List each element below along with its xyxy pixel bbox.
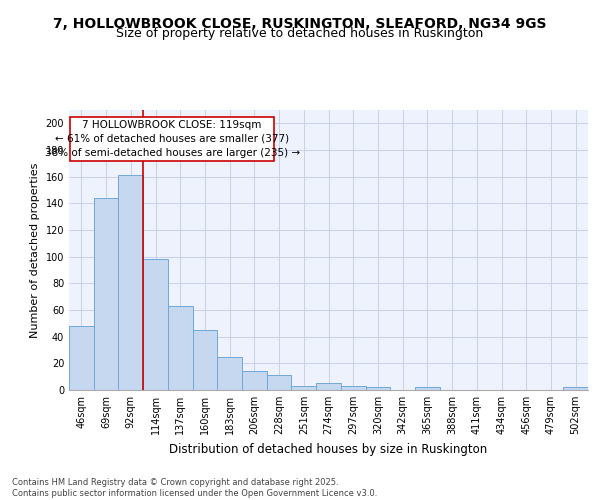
Bar bbox=[415, 388, 440, 390]
X-axis label: Distribution of detached houses by size in Ruskington: Distribution of detached houses by size … bbox=[169, 442, 488, 456]
Bar bbox=[341, 386, 365, 390]
Bar bbox=[94, 198, 118, 390]
Bar bbox=[217, 356, 242, 390]
Y-axis label: Number of detached properties: Number of detached properties bbox=[30, 162, 40, 338]
Bar bbox=[292, 386, 316, 390]
Bar bbox=[193, 330, 217, 390]
Text: 7 HOLLOWBROOK CLOSE: 119sqm
← 61% of detached houses are smaller (377)
38% of se: 7 HOLLOWBROOK CLOSE: 119sqm ← 61% of det… bbox=[44, 120, 300, 158]
Bar bbox=[563, 388, 588, 390]
Bar bbox=[365, 388, 390, 390]
Bar bbox=[118, 176, 143, 390]
Bar bbox=[242, 372, 267, 390]
Bar bbox=[267, 376, 292, 390]
Bar bbox=[143, 260, 168, 390]
Bar bbox=[316, 384, 341, 390]
Bar bbox=[69, 326, 94, 390]
Text: Contains HM Land Registry data © Crown copyright and database right 2025.
Contai: Contains HM Land Registry data © Crown c… bbox=[12, 478, 377, 498]
Text: 7, HOLLOWBROOK CLOSE, RUSKINGTON, SLEAFORD, NG34 9GS: 7, HOLLOWBROOK CLOSE, RUSKINGTON, SLEAFO… bbox=[53, 18, 547, 32]
Text: Size of property relative to detached houses in Ruskington: Size of property relative to detached ho… bbox=[116, 28, 484, 40]
FancyBboxPatch shape bbox=[70, 116, 274, 160]
Bar bbox=[168, 306, 193, 390]
